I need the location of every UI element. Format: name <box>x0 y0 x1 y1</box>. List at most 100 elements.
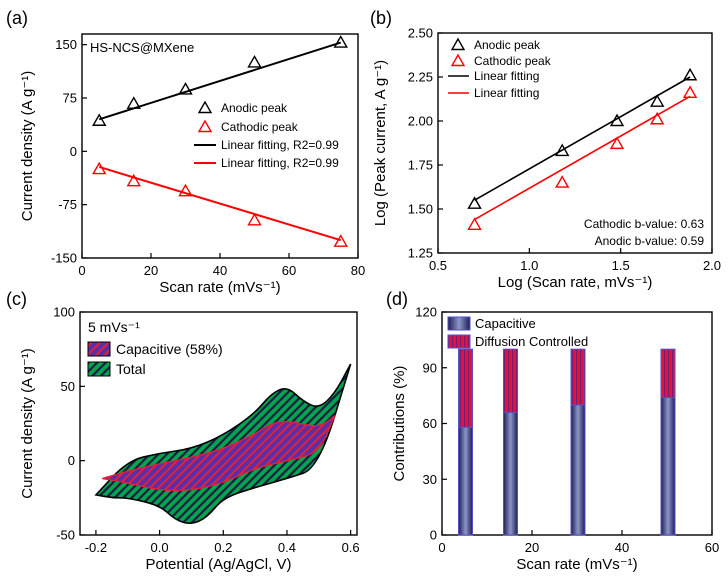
panel-a-y-tick-label: 0 <box>70 144 77 159</box>
panel-d-bar-capacitive <box>570 404 586 536</box>
panel-d-bar-capacitive <box>458 426 473 536</box>
panel-a-y-tick-label: 75 <box>63 91 77 106</box>
panel-a-y-tick-label: 150 <box>55 37 77 52</box>
panel-b-y-tick-label: 1.50 <box>408 202 433 217</box>
panel-c-legend-swatch <box>87 341 111 357</box>
panel-a-y-tick-label: -150 <box>51 251 77 266</box>
panel-b-y-tick-label: 2.50 <box>408 26 433 41</box>
panel-a-data-point <box>178 183 193 197</box>
panel-b-legend-label: Cathodic peak <box>474 54 552 68</box>
panel-b-legend-label: Linear fitting <box>474 86 539 100</box>
panel-c-x-axis-label: Potential (Ag/AgCl, V) <box>146 556 292 573</box>
panel-c-legend-swatch <box>87 361 111 377</box>
panel-c-y-tick-label: 50 <box>61 379 75 394</box>
panel-label-c: (c) <box>6 289 27 309</box>
panel-b-plot-frame <box>437 32 713 254</box>
panel-a-data-point <box>92 161 107 175</box>
panel-c-y-axis-label: Current density (A g⁻¹) <box>19 348 36 498</box>
panel-a-x-tick-label: 0 <box>78 263 85 278</box>
panel-b-data-point <box>682 85 698 99</box>
panel-a-data-point <box>247 212 262 226</box>
panel-a-y-tick-label: -75 <box>58 197 77 212</box>
panel-label-d: (d) <box>386 289 408 309</box>
panel-c-y-tick-label: -50 <box>56 528 75 543</box>
panel-b-data-point <box>682 67 698 81</box>
panel-b-annotation: Anodic b-value: 0.59 <box>595 234 705 248</box>
panel-a-legend-swatch <box>197 119 213 133</box>
panel-c-y-tick-label: 100 <box>53 305 75 320</box>
panel-c-plot-frame <box>79 311 358 536</box>
panel-b-y-tick-label: 1.75 <box>408 158 433 173</box>
panel-b-legend-swatch <box>450 37 466 51</box>
panel-a-data-point <box>126 173 141 187</box>
panel-d-x-tick-label: 60 <box>705 540 719 555</box>
panel-b-y-axis-label: Log (Peak current, A g⁻¹) <box>372 60 389 226</box>
panel-d-bar-capacitive <box>660 396 676 536</box>
panel-b-fit-line <box>474 76 691 201</box>
panel-c-capacitive-area <box>102 413 337 492</box>
panel-c-annotation: 5 mVs⁻¹ <box>88 319 140 335</box>
panel-d-bar-diffusion <box>458 348 473 428</box>
panel-b-data-point <box>609 136 625 150</box>
panel-a-fit-line <box>98 166 342 242</box>
panel-a-x-tick-label: 80 <box>351 263 365 278</box>
panel-a-y-axis-label: Current density (A g⁻¹) <box>19 71 36 221</box>
panel-b-data-point <box>467 196 482 209</box>
panel-a-legend-label: Cathodic peak <box>221 120 299 134</box>
panel-d-y-tick-label: 0 <box>430 528 437 543</box>
panel-a-x-axis-label: Scan rate (mVs⁻¹) <box>159 279 280 296</box>
panel-c-x-tick-label: 0.0 <box>151 540 169 555</box>
panel-label-b: (b) <box>370 8 392 28</box>
panel-d-x-axis-label: Scan rate (mVs⁻¹) <box>516 556 637 573</box>
panel-b-x-tick-label: 1.0 <box>520 258 538 273</box>
panel-d-x-tick-label: 40 <box>615 540 629 555</box>
panel-d-bar-capacitive <box>503 411 518 536</box>
panel-d-y-tick-label: 90 <box>423 360 437 375</box>
panel-a-x-tick-label: 40 <box>213 263 227 278</box>
panel-d: 0 20 40 60 0 30 60 90 120 Scan rate (mVs⁻¹) Contri… <box>391 305 719 574</box>
panel-d-bar-diffusion <box>503 348 518 413</box>
panel-d-legend-label: Capacitive <box>475 316 536 331</box>
panel-b-legend-swatch <box>450 53 466 67</box>
panel-b-x-axis-label: Log (Scan rate, mVs⁻¹) <box>498 274 653 291</box>
panel-d-legend-swatch <box>447 334 471 349</box>
panel-c-x-tick-label: 0.4 <box>278 540 296 555</box>
panel-b-data-point <box>649 111 665 125</box>
panel-b-data-point <box>609 113 625 127</box>
panel-b-x-tick-label: 1.5 <box>612 258 630 273</box>
panel-a-data-point <box>178 82 193 95</box>
panel-a-data-point <box>92 113 107 126</box>
panel-label-a: (a) <box>6 8 28 28</box>
panel-a-legend-label: Linear fitting, R2=0.99 <box>221 138 339 152</box>
panel-b-x-tick-label: 0.5 <box>429 258 447 273</box>
panel-c: -0.2 0.0 0.2 0.4 0.6 -50 0 50 100 Potential (Ag/A… <box>19 305 360 574</box>
panel-d-x-tick-label: 20 <box>525 540 539 555</box>
panel-d-x-tick-label: 0 <box>438 540 445 555</box>
panel-a-legend-swatch <box>197 100 213 114</box>
panel-c-x-tick-label: 0.6 <box>342 540 360 555</box>
panel-c-x-tick-label: 0.2 <box>214 540 232 555</box>
panel-c-y-tick-label: 0 <box>68 453 75 468</box>
panel-d-y-tick-label: 30 <box>423 472 437 487</box>
panel-b-x-tick-label: 2.0 <box>703 258 721 273</box>
panel-b-y-tick-label: 1.25 <box>408 246 433 261</box>
panel-a-data-point <box>126 96 141 109</box>
panel-c-legend-label: Capacitive (58%) <box>116 341 223 357</box>
panel-a-data-point <box>247 55 262 68</box>
panel-a-data-point <box>333 234 348 247</box>
panel-a: 0 20 40 60 80 -150 -75 0 75 150 Scan rate (mVs⁻¹) C… <box>19 33 365 296</box>
panel-b: 0.5 1.0 1.5 2.0 1.25 1.50 1.75 2.00 2.25 2.50 Log … <box>372 26 721 292</box>
panel-a-x-tick-label: 20 <box>144 263 158 278</box>
panel-d-y-tick-label: 60 <box>423 416 437 431</box>
panel-d-y-tick-label: 120 <box>415 305 437 320</box>
panel-b-data-point <box>555 175 570 188</box>
panel-b-legend-label: Linear fitting <box>474 69 539 83</box>
panel-b-data-point <box>555 143 570 157</box>
panel-b-fit-line <box>474 95 691 221</box>
panel-d-legend-swatch <box>447 316 471 331</box>
panel-d-y-axis-label: Contributions (%) <box>391 366 408 482</box>
panel-b-annotation: Cathodic b-value: 0.63 <box>584 217 704 231</box>
panel-b-data-point <box>649 94 665 107</box>
